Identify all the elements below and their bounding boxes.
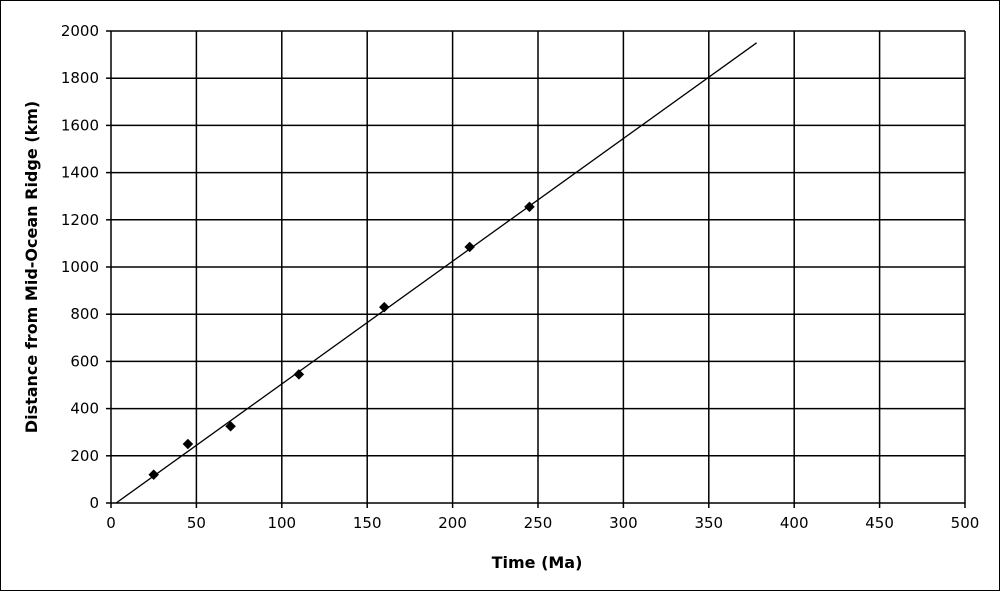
x-tick-labels: 0 50 100 150 200 250 300 350 400 450 500 [106, 514, 979, 532]
y-tick-label: 800 [70, 305, 99, 323]
axes [106, 30, 966, 508]
x-tick-label: 0 [106, 514, 116, 532]
data-point [148, 469, 160, 481]
y-tick-label: 2000 [61, 22, 99, 40]
data-points [148, 201, 535, 481]
x-tick-label: 350 [694, 514, 723, 532]
x-tick-label: 250 [524, 514, 553, 532]
data-point [182, 438, 194, 450]
x-tick-label: 200 [438, 514, 467, 532]
y-tick-label: 1800 [61, 69, 99, 87]
trendline-group [115, 42, 758, 504]
x-tick-label: 100 [267, 514, 296, 532]
y-tick-label: 1400 [61, 164, 99, 182]
y-tick-label: 1600 [61, 116, 99, 134]
trendline [115, 42, 758, 504]
x-tick-label: 500 [951, 514, 980, 532]
x-tick-label: 50 [187, 514, 206, 532]
y-tick-label: 0 [89, 494, 99, 512]
x-tick-label: 450 [865, 514, 894, 532]
data-point [464, 241, 476, 253]
data-point [293, 369, 305, 380]
x-tick-label: 150 [353, 514, 382, 532]
data-point [524, 201, 535, 213]
y-tick-label: 200 [70, 447, 99, 465]
data-point [225, 420, 236, 432]
grid-lines [111, 30, 966, 503]
y-tick-label: 400 [70, 400, 99, 418]
y-tick-label: 1200 [61, 211, 99, 229]
y-tick-label: 600 [70, 352, 99, 370]
x-axis-title: Time (Ma) [492, 553, 583, 572]
x-tick-label: 300 [609, 514, 638, 532]
y-tick-label: 1000 [61, 258, 99, 276]
y-tick-labels: 0 200 400 600 800 1000 1200 1400 1600 1800 2000 [61, 22, 99, 512]
data-point [378, 301, 390, 313]
x-tick-label: 400 [780, 514, 809, 532]
y-axis-title: Distance from Mid-Ocean Ridge (km) [22, 101, 41, 433]
